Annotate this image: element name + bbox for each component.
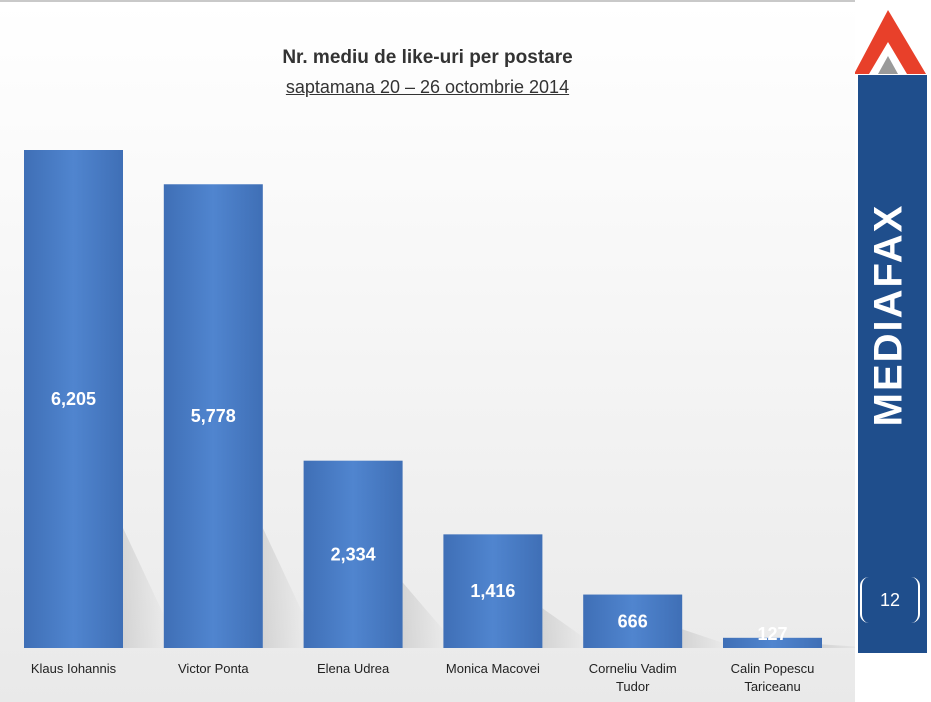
bar-value-label: 666: [618, 611, 648, 631]
bar-shadow: [123, 528, 168, 648]
bar-shadow: [822, 644, 855, 648]
bar: [583, 594, 683, 648]
bar: [303, 460, 403, 648]
category-label: Monica Macovei: [446, 661, 540, 676]
page-number: 12: [860, 577, 920, 623]
chart-subtitle: saptamana 20 – 26 octombrie 2014: [285, 77, 570, 97]
bar-shadow: [682, 629, 728, 648]
bar-value-label: 1,416: [470, 581, 515, 601]
category-label: Klaus Iohannis: [31, 661, 117, 676]
bar-value-label: 6,205: [51, 389, 96, 409]
brand-band: [858, 75, 927, 653]
category-label: Corneliu Vadim: [589, 661, 677, 676]
bar: [24, 150, 123, 648]
bar-shadow: [262, 528, 308, 648]
bar-value-label: 2,334: [331, 544, 376, 564]
bar: [443, 534, 543, 648]
category-label: Tudor: [616, 679, 650, 694]
bar: [723, 637, 822, 648]
bar-shadow: [402, 582, 448, 648]
mediafax-logo-icon: [855, 10, 926, 74]
bar-shadow: [542, 608, 588, 648]
bar-value-label: 127: [757, 624, 787, 644]
category-label: Elena Udrea: [317, 661, 390, 676]
chart-title: Nr. mediu de like-uri per postare: [282, 47, 573, 68]
bar: [163, 184, 263, 648]
bar-chart: 6,205 Klaus Iohannis 5,778 Victor Ponta 2,33…: [24, 150, 855, 694]
category-label: Victor Ponta: [178, 661, 249, 676]
category-label: Calin Popescu: [731, 661, 815, 676]
category-label: Tariceanu: [744, 679, 800, 694]
bar-value-label: 5,778: [191, 406, 236, 426]
